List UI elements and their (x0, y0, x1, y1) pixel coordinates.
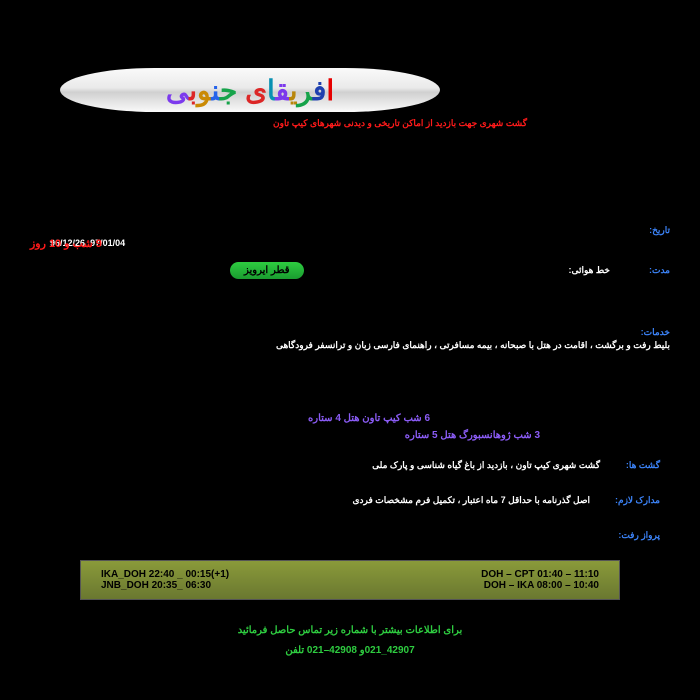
title-text: افریقای جنوبی (166, 74, 334, 107)
hotel-line-1: 6 شب کیپ تاون هتل 4 ستاره (40, 413, 430, 424)
schedule-row-2: JNB_DOH 20:35_ 06:30 DOH – IKA 08:00 – 1… (101, 580, 599, 591)
hotel-line-2: 3 شب ژوهانسبورگ هتل 5 ستاره (40, 430, 540, 441)
label-services: خدمات: (641, 327, 670, 338)
label-airline: خط هوائی: (568, 265, 610, 275)
label-duration: مدت: (649, 265, 670, 276)
title-banner: افریقای جنوبی (60, 68, 440, 112)
sched-r1-left: IKA_DOH 22:40 _ 00:15(+1) (101, 569, 229, 580)
schedule-row-1: IKA_DOH 22:40 _ 00:15(+1) DOH – CPT 01:4… (101, 569, 599, 580)
sched-r2-left: JNB_DOH 20:35_ 06:30 (101, 580, 211, 591)
label-flight: پرواز رفت: (618, 530, 660, 541)
schedule-box: IKA_DOH 22:40 _ 00:15(+1) DOH – CPT 01:4… (80, 560, 620, 600)
airline-badge: قطر ایرویز (230, 262, 304, 279)
subtitle-red: گشت شهری جهت بازدید از اماکن تاریخی و دی… (150, 118, 650, 129)
airline-badge-wrap: قطر ایرویز (230, 262, 304, 279)
tours-text: گشت شهری کیپ تاون ، بازدید از باغ گیاه ش… (40, 460, 600, 471)
docs-text: اصل گذرنامه با حداقل 7 ماه اعتبار ، تکمی… (40, 495, 590, 506)
dates-text: 97/01/04_96/12/26 (50, 238, 620, 248)
label-tours: گشت ها: (626, 460, 660, 471)
sched-r2-right: DOH – IKA 08:00 – 10:40 (484, 580, 599, 591)
label-docs: مدارک لازم: (615, 495, 660, 506)
sched-r1-right: DOH – CPT 01:40 – 11:10 (481, 569, 599, 580)
footer-line-2: 42907_021و 42908–021 تلفن (120, 645, 580, 656)
label-dates: تاریخ: (649, 225, 670, 236)
duration-text: 9 شب و 10 روز (30, 237, 102, 250)
services-text: بلیط رفت و برگشت ، اقامت در هتل با صبحان… (40, 340, 670, 351)
footer-line-1: برای اطلاعات بیشتر با شماره زیر تماس حاص… (120, 625, 580, 636)
airline-line: خط هوائی: (300, 265, 610, 276)
